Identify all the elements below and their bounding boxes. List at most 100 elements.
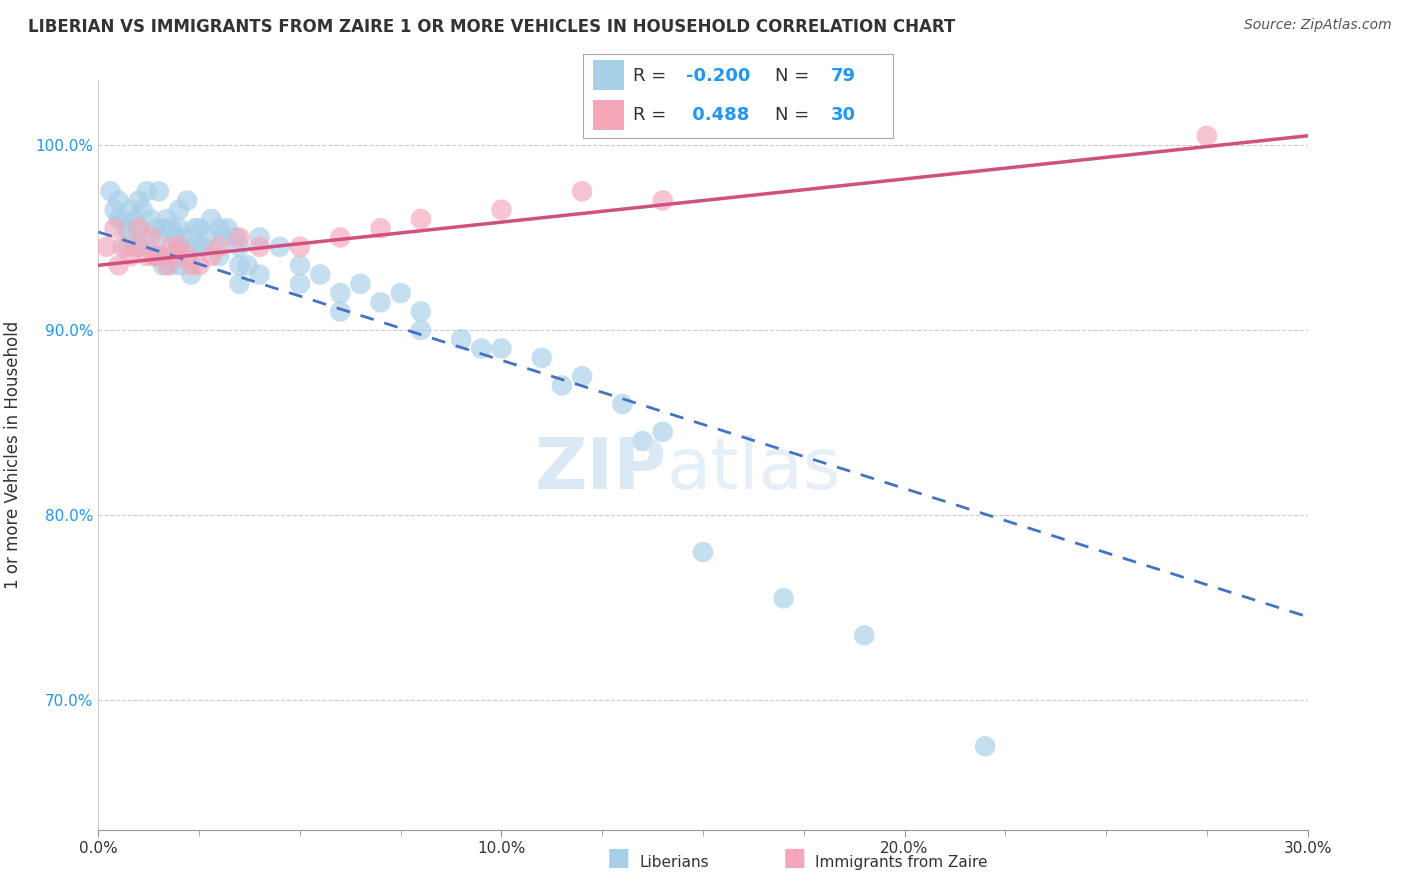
- Point: [1195, 128, 1218, 143]
- Point: [631, 434, 654, 448]
- Point: [111, 240, 134, 254]
- Point: [188, 221, 211, 235]
- Point: [148, 249, 170, 263]
- Point: [193, 240, 215, 254]
- Point: [128, 240, 150, 254]
- Point: [156, 249, 179, 263]
- Text: Source: ZipAtlas.com: Source: ZipAtlas.com: [1244, 18, 1392, 32]
- Point: [156, 258, 179, 272]
- Point: [180, 258, 202, 272]
- Point: [100, 184, 122, 198]
- Text: Immigrants from Zaire: Immigrants from Zaire: [815, 855, 988, 870]
- Point: [329, 304, 352, 318]
- Point: [212, 230, 235, 244]
- Point: [288, 258, 311, 272]
- Text: 30: 30: [831, 105, 856, 123]
- Point: [143, 221, 166, 235]
- Point: [571, 369, 593, 384]
- Point: [148, 184, 170, 198]
- Point: [409, 323, 432, 337]
- Point: [176, 249, 198, 263]
- Point: [349, 277, 371, 291]
- Point: [167, 249, 190, 263]
- Point: [571, 184, 593, 198]
- Text: N =: N =: [775, 67, 815, 85]
- Point: [120, 230, 142, 244]
- Point: [389, 286, 412, 301]
- Point: [103, 202, 125, 217]
- Text: ■: ■: [783, 846, 806, 870]
- Point: [135, 240, 157, 254]
- Text: ZIP: ZIP: [534, 435, 666, 504]
- Point: [152, 258, 174, 272]
- Point: [148, 230, 170, 244]
- Point: [651, 425, 673, 439]
- Point: [148, 249, 170, 263]
- Point: [115, 221, 138, 235]
- Point: [217, 221, 239, 235]
- Point: [115, 240, 138, 254]
- Point: [228, 258, 250, 272]
- Point: [200, 212, 222, 227]
- Point: [236, 258, 259, 272]
- Point: [249, 240, 271, 254]
- Point: [450, 332, 472, 346]
- Point: [103, 221, 125, 235]
- Point: [288, 240, 311, 254]
- Point: [853, 628, 876, 642]
- Point: [180, 240, 202, 254]
- Point: [188, 258, 211, 272]
- Point: [156, 212, 179, 227]
- Point: [124, 240, 146, 254]
- Point: [163, 249, 186, 263]
- Point: [152, 221, 174, 235]
- Text: 0.488: 0.488: [686, 105, 749, 123]
- Point: [107, 194, 129, 208]
- Point: [107, 212, 129, 227]
- Point: [96, 240, 118, 254]
- Point: [195, 230, 218, 244]
- Point: [160, 221, 183, 235]
- Point: [470, 342, 492, 356]
- Text: R =: R =: [633, 67, 672, 85]
- Point: [167, 202, 190, 217]
- Point: [409, 212, 432, 227]
- Point: [228, 277, 250, 291]
- Point: [180, 268, 202, 282]
- Point: [329, 286, 352, 301]
- Point: [974, 739, 997, 754]
- Point: [139, 212, 162, 227]
- Point: [409, 304, 432, 318]
- Point: [184, 221, 207, 235]
- Point: [491, 202, 513, 217]
- Point: [163, 230, 186, 244]
- Point: [370, 221, 392, 235]
- Text: 79: 79: [831, 67, 856, 85]
- Point: [128, 221, 150, 235]
- Point: [128, 221, 150, 235]
- Point: [249, 268, 271, 282]
- Point: [167, 221, 190, 235]
- Point: [176, 194, 198, 208]
- Point: [160, 240, 183, 254]
- Point: [530, 351, 553, 365]
- Point: [200, 249, 222, 263]
- Text: atlas: atlas: [666, 435, 841, 504]
- Point: [551, 378, 574, 392]
- Point: [120, 249, 142, 263]
- Point: [329, 230, 352, 244]
- Point: [107, 258, 129, 272]
- Point: [208, 221, 231, 235]
- Point: [228, 230, 250, 244]
- Point: [188, 240, 211, 254]
- Point: [139, 230, 162, 244]
- Point: [772, 591, 794, 606]
- Point: [651, 194, 673, 208]
- Point: [167, 240, 190, 254]
- Point: [120, 202, 142, 217]
- Text: R =: R =: [633, 105, 672, 123]
- Point: [132, 202, 155, 217]
- Point: [160, 258, 183, 272]
- Point: [135, 184, 157, 198]
- Point: [172, 230, 194, 244]
